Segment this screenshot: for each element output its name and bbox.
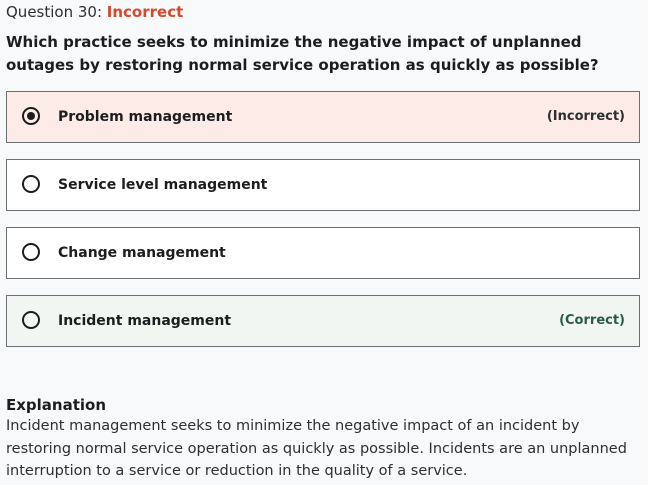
answer-option-label: Change management bbox=[58, 245, 226, 261]
radio-unselected-icon[interactable] bbox=[22, 175, 40, 193]
answer-option-problem-management[interactable]: Problem management (Incorrect) bbox=[6, 91, 640, 143]
explanation-body: Incident management seeks to minimize th… bbox=[6, 418, 627, 479]
question-text: Which practice seeks to minimize the neg… bbox=[6, 33, 599, 74]
answer-option-service-level-management[interactable]: Service level management bbox=[6, 159, 640, 211]
answer-option-change-management[interactable]: Change management bbox=[6, 227, 640, 279]
answer-option-incident-management[interactable]: Incident management (Correct) bbox=[6, 295, 640, 347]
question-header: Question 30: Incorrect bbox=[6, 3, 183, 21]
answer-option-label: Incident management bbox=[58, 313, 232, 329]
radio-unselected-icon[interactable] bbox=[22, 311, 40, 329]
radio-selected-icon[interactable] bbox=[22, 107, 40, 125]
answer-option-label: Problem management bbox=[58, 109, 233, 125]
radio-unselected-icon[interactable] bbox=[22, 243, 40, 261]
question-number: Question 30: bbox=[6, 3, 107, 21]
incorrect-tag: (Incorrect) bbox=[546, 109, 625, 124]
question-status: Incorrect bbox=[106, 3, 184, 21]
answer-option-label: Service level management bbox=[58, 177, 268, 193]
explanation-title: Explanation bbox=[6, 396, 107, 414]
correct-tag: (Correct) bbox=[559, 313, 625, 328]
